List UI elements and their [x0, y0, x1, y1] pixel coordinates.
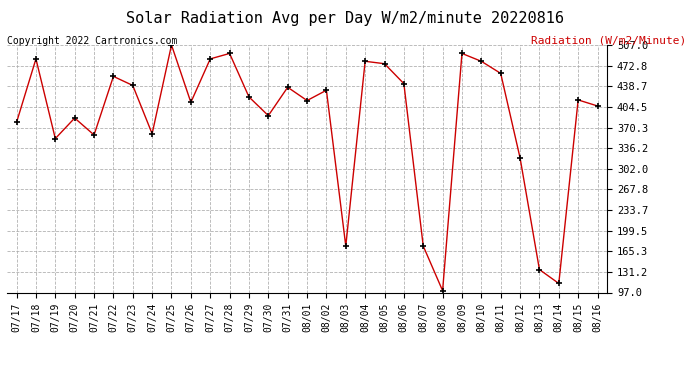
- Text: Copyright 2022 Cartronics.com: Copyright 2022 Cartronics.com: [7, 36, 177, 46]
- Text: Radiation (W/m2/Minute): Radiation (W/m2/Minute): [531, 36, 687, 46]
- Text: Solar Radiation Avg per Day W/m2/minute 20220816: Solar Radiation Avg per Day W/m2/minute …: [126, 11, 564, 26]
